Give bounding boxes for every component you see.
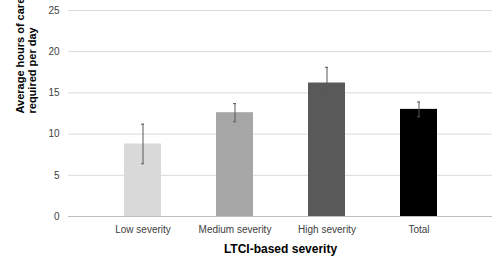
svg-text:Total: Total [408,224,429,235]
svg-text:20: 20 [48,46,60,57]
svg-text:10: 10 [48,128,60,139]
svg-text:5: 5 [54,170,60,181]
svg-text:25: 25 [48,5,60,16]
svg-text:15: 15 [48,87,60,98]
svg-text:Medium severity: Medium severity [199,224,272,235]
svg-text:Average hours of carerequired: Average hours of carerequired per day [14,0,38,114]
svg-text:High severity: High severity [298,224,356,235]
svg-text:LTCI-based severity: LTCI-based severity [224,242,337,256]
svg-text:Low severity: Low severity [115,224,171,235]
svg-text:0: 0 [54,211,60,222]
